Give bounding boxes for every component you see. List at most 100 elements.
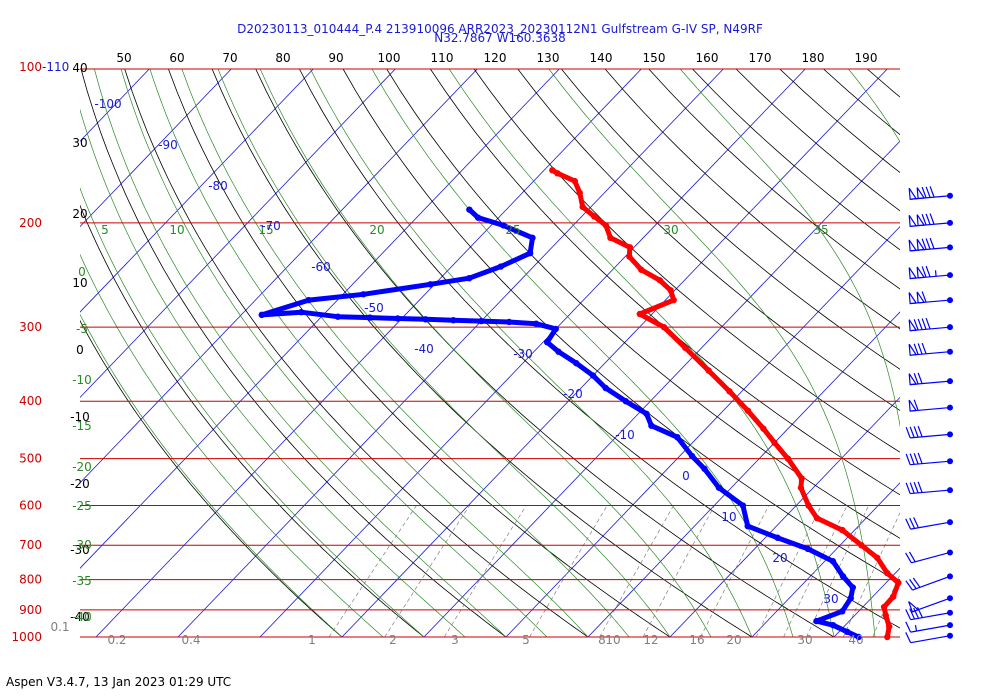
mixing-ratio-label: 8 (598, 633, 606, 647)
isotherm-line (669, 396, 900, 638)
left-black-label: 0 (76, 343, 84, 357)
moist-adiabat-line (80, 187, 425, 638)
top-axis-label: 160 (696, 51, 719, 65)
isotherm-line (177, 69, 724, 638)
moist-adiabat-label: 20 (369, 223, 384, 237)
dewpoint-point (366, 314, 374, 321)
left-green-label: -30 (72, 538, 92, 552)
isotherm-label: -90 (158, 138, 178, 152)
isotherm-label: -10 (615, 428, 635, 442)
dry-adiabat-line (386, 69, 900, 539)
left-green-label: -5 (76, 322, 88, 336)
isotherm-label: -30 (513, 347, 533, 361)
temperature-point (705, 367, 712, 374)
dewpoint-point (422, 316, 429, 323)
dewpoint-point (674, 433, 681, 441)
mixing-ratio-label: 20 (726, 633, 741, 647)
pressure-tick-label: 500 (19, 452, 42, 466)
wind-barb (905, 621, 953, 633)
temperature-point (726, 388, 733, 395)
dry-adiabat-line (80, 204, 425, 638)
dewpoint-point (813, 617, 820, 625)
temperature-point (889, 593, 897, 600)
dry-adiabat-line (299, 69, 900, 629)
temperature-point (656, 277, 664, 284)
top-axis-label: 70 (222, 51, 237, 65)
mixing-ratio-label: 5 (522, 633, 530, 647)
wind-barb (905, 573, 953, 591)
isotherm-label: -60 (311, 260, 331, 274)
top-axis-label: 120 (484, 51, 507, 65)
dewpoint-point (829, 621, 837, 629)
temperature-point (636, 310, 643, 318)
dewpoint-point (552, 325, 559, 333)
top-axis-label: 130 (537, 51, 560, 65)
temperature-point (895, 579, 902, 586)
temperature-point (626, 244, 634, 251)
mixing-ratio-line (599, 505, 674, 638)
dewpoint-point (465, 274, 473, 282)
dewpoint-point (500, 222, 507, 229)
temperature-point (638, 266, 645, 273)
moist-adiabat-line (94, 69, 507, 638)
temperature-point (626, 253, 633, 260)
wind-barb (908, 595, 953, 613)
isobar-layer (80, 68, 900, 638)
pressure-tick-label: 900 (19, 603, 42, 617)
moist-adiabat-line (80, 253, 384, 638)
isotherm-line (341, 69, 888, 638)
temperature-point (607, 234, 614, 242)
chart-title-line1: D20230113_010444_P.4 213910096 ARR2023_2… (237, 22, 763, 36)
wind-barb (908, 342, 953, 356)
dewpoint-point (543, 338, 551, 346)
left-black-label: 20 (72, 207, 87, 221)
left-black-label: -20 (70, 477, 90, 491)
temperature-point (784, 455, 792, 462)
temperature-point (571, 177, 578, 185)
dewpoint-point (715, 484, 723, 491)
temperature-point (797, 484, 805, 491)
dewpoint-point (258, 311, 265, 319)
wind-barb (908, 372, 953, 386)
mixing-ratio-label: 30 (797, 633, 812, 647)
dewpoint-point (360, 291, 367, 298)
wind-barb (905, 549, 953, 564)
dewpoint-point (774, 534, 781, 541)
pressure-tick-label: 1000 (11, 630, 42, 644)
wind-barb (905, 517, 953, 530)
isotherm-label: 30 (823, 592, 838, 606)
moist-adiabat-line (371, 69, 794, 638)
wind-barb (908, 318, 953, 332)
wind-barb (905, 481, 953, 495)
temperature-point (805, 502, 812, 509)
dewpoint-point (744, 522, 751, 530)
temperature-trace (549, 167, 901, 640)
isotherm-line (259, 69, 806, 638)
dewpoint-point (849, 584, 857, 591)
isotherm-label: -100 (94, 97, 121, 111)
moist-adiabat-label: 25 (505, 223, 520, 237)
mixing-ratio-line (843, 512, 900, 638)
temperature-point (744, 407, 752, 414)
dewpoint-point (643, 410, 650, 417)
isotherm-line (80, 69, 232, 228)
dewpoint-point (847, 594, 854, 602)
mixing-ratio-label: 1 (308, 633, 316, 647)
temperature-point (874, 554, 881, 561)
moist-adiabat-line (448, 69, 835, 638)
footer-version: Aspen V3.4.7, 13 Jan 2023 01:29 UTC (6, 675, 232, 689)
temperature-point (576, 189, 583, 197)
dry-adiabat-line (124, 69, 589, 638)
wind-barb (908, 213, 953, 227)
temperature-point (882, 612, 889, 619)
mixing-ratio-label: 3 (451, 633, 459, 647)
temperature-point (883, 569, 891, 577)
pressure-tick-label: 300 (19, 320, 42, 334)
top-axis-label: 60 (169, 51, 184, 65)
isotherm-label: -70 (261, 219, 281, 233)
isotherm-label: 0 (682, 469, 690, 483)
dewpoint-point (843, 628, 851, 636)
dry-adiabat-line (168, 69, 671, 638)
wind-barb (905, 632, 953, 644)
dry-adiabat-line (430, 69, 900, 496)
